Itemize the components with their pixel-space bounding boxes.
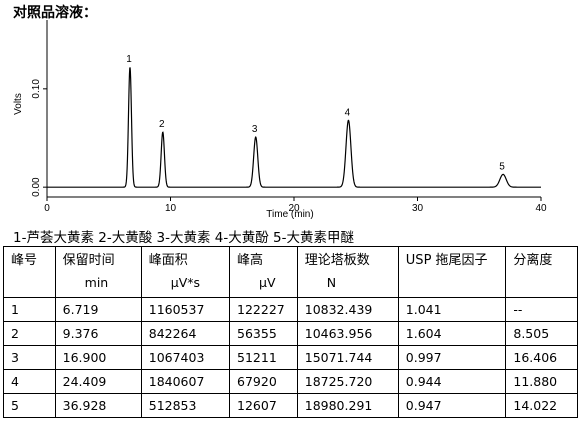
header-unit: μV*s — [170, 275, 201, 290]
table-row: 1 6.719 1160537 122227 10832.439 1.041 -- — [3, 297, 578, 322]
peak-labels: 1 2 3 4 5 — [126, 54, 505, 172]
table-cell: 1.041 — [397, 297, 507, 322]
table-cell: 3 — [3, 345, 56, 370]
header-name: USP 拖尾因子 — [405, 253, 488, 268]
table-cell: 0.947 — [397, 393, 507, 418]
table-cell: 8.505 — [505, 321, 578, 346]
table-cell: 11.880 — [505, 369, 578, 394]
table-body: 1 6.719 1160537 122227 10832.439 1.041 -- 2 9.37… — [3, 297, 578, 418]
peak-label: 1 — [126, 54, 132, 65]
header-unit: N — [326, 275, 337, 290]
header-unit: μV — [259, 275, 276, 290]
header-name: 理论塔板数 — [304, 253, 370, 268]
table-header-cell: 理论塔板数 N — [296, 246, 399, 298]
peak-label: 3 — [252, 124, 258, 135]
x-tick-label: 20 — [288, 203, 300, 214]
table-cell: 18980.291 — [296, 393, 399, 418]
x-tick-label: 30 — [412, 203, 424, 214]
table-cell: 1840607 — [140, 369, 231, 394]
table-cell: 1160537 — [140, 297, 231, 322]
header-name: 峰高 — [237, 253, 264, 268]
table-row: 3 16.900 1067403 51211 15071.744 0.997 16.406 — [3, 345, 578, 370]
table-cell: 18725.720 — [296, 369, 399, 394]
table-cell: 5 — [3, 393, 56, 418]
table-cell: 2 — [3, 321, 56, 346]
table-cell: 122227 — [229, 297, 298, 322]
table-header-cell: 峰面积 μV*s — [140, 246, 231, 298]
header-name: 峰号 — [11, 253, 38, 268]
table-cell: 51211 — [229, 345, 298, 370]
table-cell: 16.406 — [505, 345, 578, 370]
table-cell: 0.997 — [397, 345, 507, 370]
peak-label: 2 — [159, 119, 165, 130]
table-cell: 15071.744 — [296, 345, 399, 370]
table-header-cell: 峰号 — [3, 246, 56, 298]
table-cell: 36.928 — [54, 393, 142, 418]
table-header-cell: USP 拖尾因子 — [397, 246, 507, 298]
y-axis-label: Volts — [13, 93, 24, 115]
table-header-row: 峰号 保留时间 min 峰面积 μV*s 峰高 μV 理论塔板数 N USP 拖尾因子 分离度 — [3, 246, 578, 298]
peak-label: 5 — [499, 161, 505, 172]
x-tick-label: 10 — [165, 203, 177, 214]
table-cell: 1067403 — [140, 345, 231, 370]
table-cell: 512853 — [140, 393, 231, 418]
table-cell: -- — [505, 297, 578, 322]
x-axis-label: Time (min) — [266, 209, 313, 220]
y-tick-label: 0.00 — [31, 177, 42, 197]
table-header-cell: 分离度 — [505, 246, 578, 298]
chart-axes — [46, 20, 541, 198]
header-name: 分离度 — [513, 253, 553, 268]
page-title: 对照品溶液： — [13, 5, 97, 21]
table-cell: 1.604 — [397, 321, 507, 346]
table-cell: 4 — [3, 369, 56, 394]
table-cell: 12607 — [229, 393, 298, 418]
header-name: 保留时间 — [62, 253, 115, 268]
header-unit: min — [84, 275, 109, 290]
table-row: 2 9.376 842264 56355 10463.956 1.604 8.505 — [3, 321, 578, 346]
table-cell: 6.719 — [54, 297, 142, 322]
x-tick-label: 0 — [44, 203, 50, 214]
table-row: 5 36.928 512853 12607 18980.291 0.947 14.022 — [3, 393, 578, 418]
chart-ticks: 0 10 20 30 40 0.00 0.10 — [31, 79, 547, 214]
table-cell: 9.376 — [54, 321, 142, 346]
chromatogram-trace — [47, 67, 541, 188]
table-header-cell: 保留时间 min — [54, 246, 142, 298]
table-cell: 0.944 — [397, 369, 507, 394]
y-tick-label: 0.10 — [31, 79, 42, 99]
table-cell: 16.900 — [54, 345, 142, 370]
table-cell: 56355 — [229, 321, 298, 346]
table-cell: 10463.956 — [296, 321, 399, 346]
table-cell: 67920 — [229, 369, 298, 394]
header-name: 峰面积 — [148, 253, 188, 268]
table-cell: 10832.439 — [296, 297, 399, 322]
peak-label: 4 — [345, 107, 351, 118]
table-cell: 1 — [3, 297, 56, 322]
table-header-cell: 峰高 μV — [229, 246, 298, 298]
x-tick-label: 40 — [535, 203, 547, 214]
peak-legend: 1-芦荟大黄素 2-大黄酸 3-大黄素 4-大黄酚 5-大黄素甲醚 — [13, 230, 354, 246]
table-row: 4 24.409 1840607 67920 18725.720 0.944 11.880 — [3, 369, 578, 394]
table-cell: 24.409 — [54, 369, 142, 394]
chromatogram-chart: 0 10 20 30 40 0.00 0.10 1 2 3 4 5 Time (min) Volts — [13, 20, 547, 220]
table-cell: 842264 — [140, 321, 231, 346]
table-cell: 14.022 — [505, 393, 578, 418]
